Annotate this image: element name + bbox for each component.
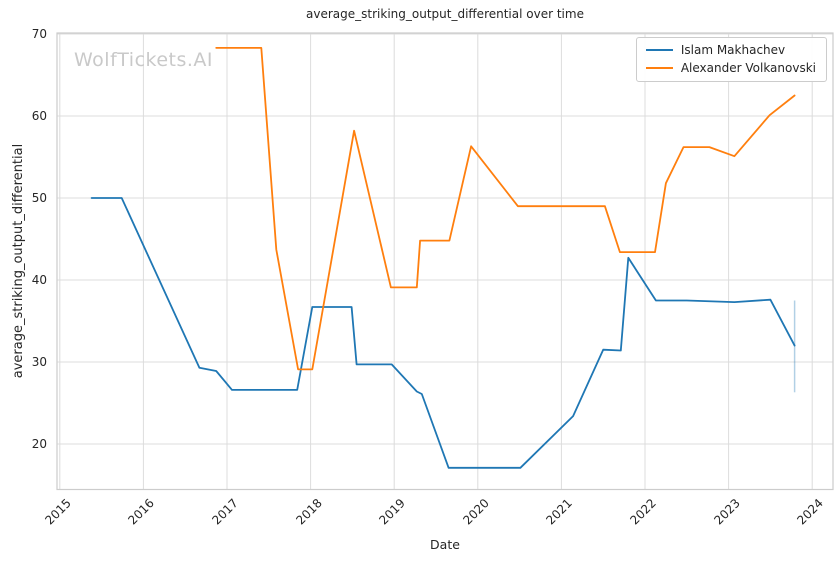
y-axis-label: average_striking_output_differential bbox=[11, 143, 26, 379]
x-axis-label: Date bbox=[430, 537, 460, 552]
series-line-islam-makhachev bbox=[90, 197, 796, 469]
legend: Islam Makhachev Alexander Volkanovski bbox=[635, 37, 827, 82]
legend-line-swatch bbox=[645, 67, 673, 69]
legend-label: Islam Makhachev bbox=[680, 43, 786, 57]
chart-title: average_striking_output_differential ove… bbox=[306, 7, 584, 21]
legend-entry: Islam Makhachev bbox=[645, 42, 816, 58]
legend-line-swatch bbox=[645, 49, 673, 51]
y-tick-label: 20 bbox=[31, 436, 47, 451]
legend-entry: Alexander Volkanovski bbox=[645, 60, 816, 76]
watermark: WolfTickets.AI bbox=[74, 49, 214, 71]
y-tick-label: 50 bbox=[31, 190, 47, 205]
plot-border bbox=[56, 32, 834, 491]
y-tick-label: 70 bbox=[31, 26, 47, 41]
legend-label: Alexander Volkanovski bbox=[680, 61, 816, 75]
series-line-alexander-volkanovski bbox=[215, 47, 796, 371]
y-tick-label: 30 bbox=[31, 354, 47, 369]
y-tick-label: 40 bbox=[31, 272, 47, 287]
y-tick-label: 60 bbox=[31, 108, 47, 123]
